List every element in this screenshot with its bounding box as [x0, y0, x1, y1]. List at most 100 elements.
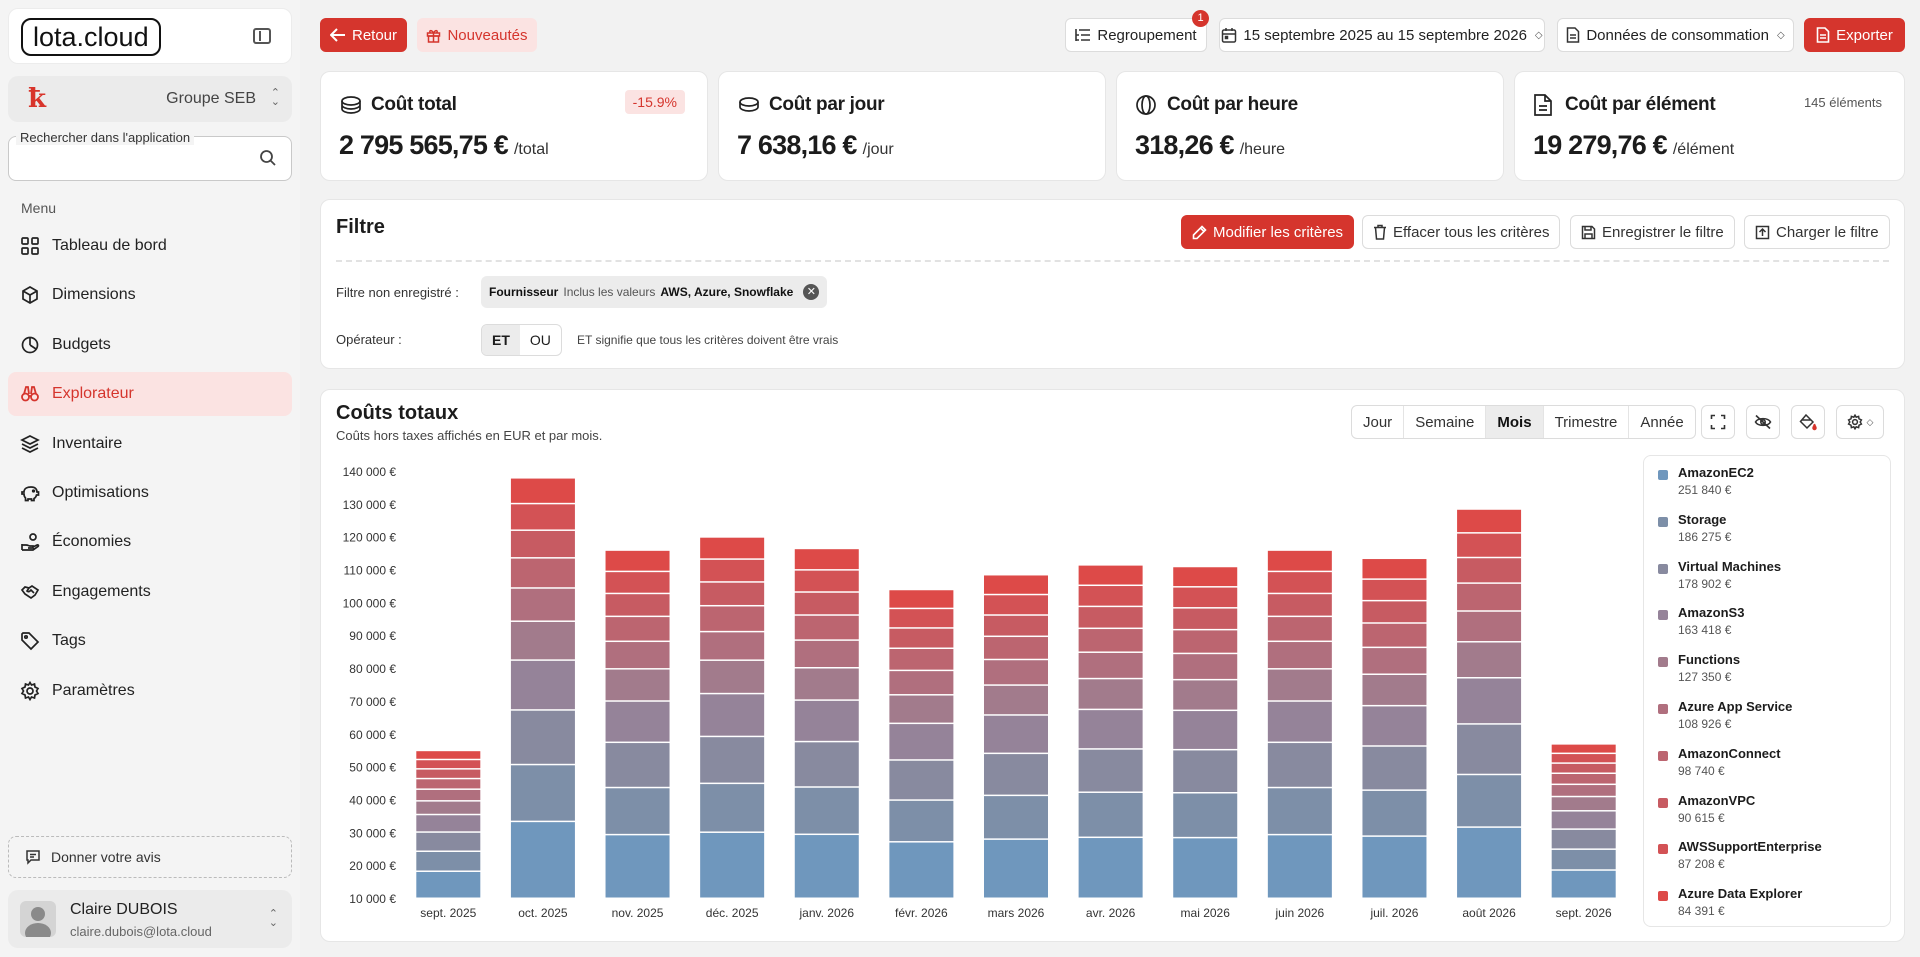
nav-item-tags[interactable]: Tags	[8, 619, 292, 663]
bar-segment	[1362, 623, 1427, 647]
bar-segment	[416, 751, 481, 759]
bar-segment	[889, 724, 954, 760]
period-quarter[interactable]: Trimestre	[1544, 406, 1630, 438]
chevron-updown-icon: ⌃ ⌄	[270, 87, 280, 108]
bar-segment	[984, 715, 1048, 753]
logo[interactable]: lota.cloud	[21, 18, 161, 56]
bar-segment	[1173, 654, 1238, 679]
y-tick-label: 110 000 €	[344, 564, 397, 578]
nav-item-dimensions[interactable]: Dimensions	[8, 273, 292, 317]
bar-segment	[510, 621, 575, 660]
legend-value: 98 740 €	[1678, 763, 1725, 778]
bar-segment	[700, 832, 765, 898]
save-filter-label: Enregistrer le filtre	[1602, 223, 1724, 241]
nav-item-explorateur[interactable]: Explorateur	[8, 372, 292, 417]
bar-segment	[984, 575, 1048, 594]
chip-operator: Inclus les valeurs	[563, 285, 656, 299]
fullscreen-button[interactable]	[1701, 405, 1735, 439]
kpi-value: 2 795 565,75 €/total	[339, 130, 549, 161]
legend-name: AmazonEC2	[1678, 465, 1754, 480]
nav-item-label: Explorateur	[52, 385, 134, 403]
period-day[interactable]: Jour	[1352, 406, 1405, 438]
bar-segment	[510, 504, 575, 530]
clear-criteria-button[interactable]: Effacer tous les critères	[1362, 215, 1561, 249]
bar-segment	[1457, 724, 1522, 774]
x-tick-label: juil. 2026	[1369, 906, 1418, 920]
nav-item-parametres[interactable]: Paramètres	[8, 669, 292, 713]
upload-icon	[1755, 225, 1770, 239]
bar-segment	[605, 642, 670, 669]
chevron-updown-icon: ⌃ ⌄	[268, 908, 278, 929]
news-label: Nouveautés	[447, 26, 528, 44]
main-nav: Tableau de bord Dimensions Budgets Explo…	[8, 224, 292, 718]
nav-item-economies[interactable]: Économies	[8, 520, 292, 564]
feedback-button[interactable]: Donner votre avis	[8, 836, 292, 878]
load-filter-button[interactable]: Charger le filtre	[1744, 215, 1890, 249]
y-tick-label: 120 000 €	[343, 531, 397, 545]
save-filter-button[interactable]: Enregistrer le filtre	[1570, 215, 1735, 249]
news-button[interactable]: Nouveautés	[417, 18, 537, 52]
user-menu[interactable]: Claire DUBOIS claire.dubois@lota.cloud ⌃…	[8, 890, 292, 948]
y-tick-label: 90 000 €	[349, 629, 396, 643]
bar-segment	[794, 640, 859, 667]
nav-item-tableau-de-bord[interactable]: Tableau de bord	[8, 224, 292, 268]
bar-segment	[889, 649, 954, 670]
grouping-badge: 1	[1192, 10, 1209, 27]
nav-item-engagements[interactable]: Engagements	[8, 570, 292, 614]
modify-criteria-button[interactable]: Modifier les critères	[1181, 215, 1355, 249]
hide-button[interactable]	[1746, 405, 1780, 439]
legend-value: 84 391 €	[1678, 904, 1725, 919]
bar-segment	[605, 669, 670, 701]
bar-segment	[1173, 608, 1238, 629]
chart-title: Coûts totaux	[336, 402, 459, 424]
bar-segment	[1078, 565, 1143, 585]
bar-segment	[794, 592, 859, 615]
nav-item-label: Dimensions	[52, 286, 136, 304]
legend-value: 178 902 €	[1678, 576, 1732, 591]
period-year[interactable]: Année	[1640, 413, 1684, 431]
nav-item-inventaire[interactable]: Inventaire	[8, 422, 292, 466]
nav-item-label: Tags	[52, 632, 86, 650]
bar-segment	[1078, 629, 1143, 652]
date-range-picker[interactable]: 15 septembre 2025 au 15 septembre 2026 ◇	[1219, 18, 1545, 52]
settings-button[interactable]: ◇	[1836, 405, 1884, 439]
coins-icon	[341, 96, 361, 114]
bar-segment	[700, 737, 765, 783]
legend-value: 90 615 €	[1678, 810, 1725, 825]
bar-segment	[889, 695, 954, 723]
bar-segment	[794, 700, 859, 741]
filter-chip[interactable]: Fournisseur Inclus les valeurs AWS, Azur…	[481, 276, 828, 308]
period-month[interactable]: Mois	[1486, 406, 1544, 438]
bar-segment	[1267, 550, 1332, 571]
nav-item-budgets[interactable]: Budgets	[8, 323, 292, 367]
unsaved-filter-label: Filtre non enregistré :	[336, 285, 459, 300]
bar-segment	[889, 590, 954, 608]
operator-and[interactable]: ET	[482, 325, 520, 355]
bar-segment	[416, 789, 481, 801]
calendar-icon	[1222, 28, 1237, 43]
bar-segment	[1078, 607, 1143, 628]
export-button[interactable]: Exporter	[1804, 18, 1905, 52]
operator-or[interactable]: OU	[529, 332, 551, 348]
gear-icon	[20, 680, 40, 701]
grouping-label: Regroupement	[1097, 26, 1197, 44]
data-source-select[interactable]: Données de consommation ◇	[1557, 18, 1794, 52]
gift-icon	[427, 29, 441, 43]
bar-segment	[984, 615, 1048, 636]
kpi-cost-per-hour: Coût par heure 318,26 €/heure	[1116, 71, 1504, 181]
period-week[interactable]: Semaine	[1404, 406, 1487, 438]
clear-criteria-label: Effacer tous les critères	[1393, 223, 1550, 241]
color-button[interactable]	[1791, 405, 1825, 439]
sidebar-toggle-icon[interactable]	[253, 28, 271, 44]
legend-name: AmazonConnect	[1678, 745, 1781, 761]
legend-name: Functions	[1678, 652, 1741, 668]
eye-off-icon	[1754, 414, 1772, 430]
remove-chip-icon[interactable]: ✕	[803, 284, 820, 300]
grouping-button[interactable]: Regroupement 1	[1065, 10, 1209, 52]
kpi-title: Coût par élément	[1565, 94, 1716, 115]
org-switcher[interactable]: ꝁ Groupe SEB ⌃ ⌄	[8, 76, 292, 122]
bar-segment	[1551, 785, 1616, 796]
file-icon	[1567, 27, 1580, 43]
nav-item-optimisations[interactable]: Optimisations	[8, 471, 292, 515]
back-button[interactable]: Retour	[320, 18, 407, 52]
